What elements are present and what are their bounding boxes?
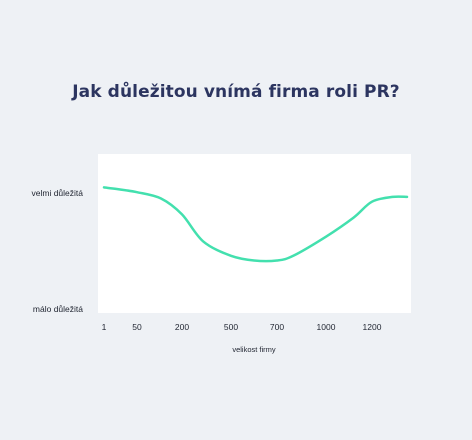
chart-title: Jak důležitou vnímá firma roli PR?	[72, 82, 400, 102]
y-label-top: velmi důležitá	[32, 188, 84, 198]
x-tick-label: 50	[132, 322, 142, 332]
x-tick-label: 500	[224, 322, 238, 332]
y-label-bottom: málo důležitá	[33, 304, 83, 314]
x-axis-title: velikost firmy	[232, 345, 276, 354]
x-tick-label: 700	[270, 322, 284, 332]
x-tick-label: 1200	[363, 322, 382, 332]
x-tick-label: 200	[175, 322, 189, 332]
series-line	[102, 186, 409, 263]
x-tick-label: 1	[102, 322, 107, 332]
plot-area	[98, 154, 411, 313]
x-tick-label: 1000	[317, 322, 336, 332]
